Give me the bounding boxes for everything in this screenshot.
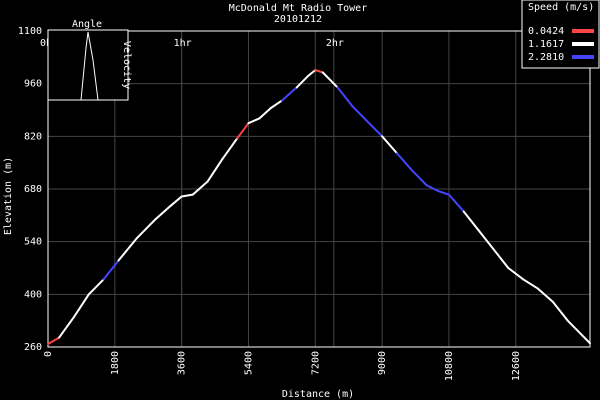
inset-velocity-label: Velocity xyxy=(121,41,132,89)
elevation-segment xyxy=(321,71,339,89)
inset-velocity-line xyxy=(87,31,99,101)
time-tick-label: 1hr xyxy=(174,38,192,49)
elevation-segment xyxy=(136,218,157,239)
elevation-segment xyxy=(336,86,354,108)
elevation-segment xyxy=(295,75,309,89)
elevation-segment xyxy=(492,248,510,269)
time-tick-labels: 0h 1hr 2hr xyxy=(40,38,344,49)
time-tick-label: 0h xyxy=(40,38,52,49)
elevation-segment xyxy=(581,334,591,345)
elevation-segment xyxy=(462,210,480,232)
elevation-segment xyxy=(537,287,554,303)
y-tick-label: 1100 xyxy=(18,26,42,37)
elevation-segment xyxy=(507,267,525,281)
x-tick-label: 10800 xyxy=(444,351,455,381)
time-tick-label: 2hr xyxy=(326,38,344,49)
inset-angle-line xyxy=(80,31,89,101)
elevation-segment xyxy=(395,152,413,172)
legend-items: 0.0424 1.1617 2.2810 xyxy=(528,26,594,63)
legend-swatch xyxy=(572,29,594,33)
elevation-segment xyxy=(58,315,75,339)
elevation-segment xyxy=(87,278,105,296)
plot-frame xyxy=(47,30,591,348)
elevation-segment xyxy=(477,229,495,251)
inset-angle-label: Angle xyxy=(72,19,102,30)
elevation-segment xyxy=(351,105,369,123)
inset-frame xyxy=(47,29,129,101)
y-tick-label: 960 xyxy=(24,79,42,90)
elevation-segment xyxy=(180,193,194,198)
elevation-segment xyxy=(258,107,272,120)
chart-subtitle: 20101212 xyxy=(274,14,322,25)
legend-swatch xyxy=(572,42,594,46)
elevation-segment xyxy=(154,204,172,221)
elevation-segment xyxy=(102,259,120,281)
elevation-segment xyxy=(436,189,450,196)
y-tick-label: 540 xyxy=(24,237,42,248)
inset-panel: Angle Velocity xyxy=(47,19,132,101)
elevation-segment xyxy=(169,195,183,207)
x-tick-label: 12600 xyxy=(511,351,522,381)
elevation-segment xyxy=(117,236,139,262)
elevation-segment xyxy=(221,137,239,160)
elevation-segment xyxy=(72,293,90,318)
chart-title: McDonald Mt Radio Tower xyxy=(229,3,367,14)
x-tick-label: 0 xyxy=(43,351,54,357)
legend-label: 1.1617 xyxy=(528,39,564,50)
x-axis-label: Distance (m) xyxy=(282,389,354,400)
x-tick-label: 9000 xyxy=(377,351,388,375)
elevation-segment xyxy=(566,319,584,337)
y-tick-label: 680 xyxy=(24,184,42,195)
y-tick-label: 400 xyxy=(24,289,42,300)
elevation-segment xyxy=(306,69,317,78)
elevation-segment xyxy=(425,184,439,192)
elevation-segment xyxy=(280,86,298,102)
elevation-segment xyxy=(447,193,465,213)
elevation-segment xyxy=(247,117,261,125)
elevation-segment xyxy=(522,278,540,290)
elevation-segment xyxy=(551,300,569,322)
x-tick-label: 1800 xyxy=(110,351,121,375)
elevation-segment xyxy=(191,180,209,196)
elevation-segment xyxy=(47,336,61,345)
elevation-segment xyxy=(269,99,283,110)
elevation-segment xyxy=(366,120,384,138)
elevation-series xyxy=(47,69,591,345)
x-tick-labels: 0 1800 3600 5400 7200 9000 10800 12600 xyxy=(43,351,522,381)
elevation-segment xyxy=(206,157,224,183)
x-tick-label: 5400 xyxy=(243,351,254,375)
elevation-segment xyxy=(410,169,428,187)
y-tick-label: 260 xyxy=(24,342,42,353)
legend: Speed (m/s) 0.0424 1.1617 2.2810 xyxy=(521,0,600,69)
elevation-segment xyxy=(314,69,324,74)
legend-title: Speed (m/s) xyxy=(528,2,594,13)
y-tick-label: 820 xyxy=(24,131,42,142)
legend-label: 0.0424 xyxy=(528,26,564,37)
x-tick-label: 3600 xyxy=(177,351,188,375)
legend-label: 2.2810 xyxy=(528,52,564,63)
y-axis-label: Elevation (m) xyxy=(3,157,14,235)
elevation-segment xyxy=(381,135,398,155)
elevation-segment xyxy=(236,122,250,140)
plot-border xyxy=(47,30,591,348)
y-tick-labels: 260 400 540 680 820 960 1100 xyxy=(18,26,42,353)
legend-swatch xyxy=(572,55,594,59)
x-tick-label: 7200 xyxy=(310,351,321,375)
